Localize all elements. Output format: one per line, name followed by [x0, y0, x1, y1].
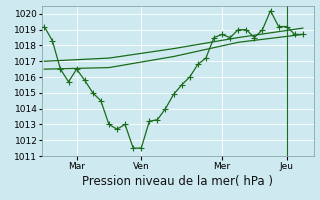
X-axis label: Pression niveau de la mer( hPa ): Pression niveau de la mer( hPa ): [82, 175, 273, 188]
